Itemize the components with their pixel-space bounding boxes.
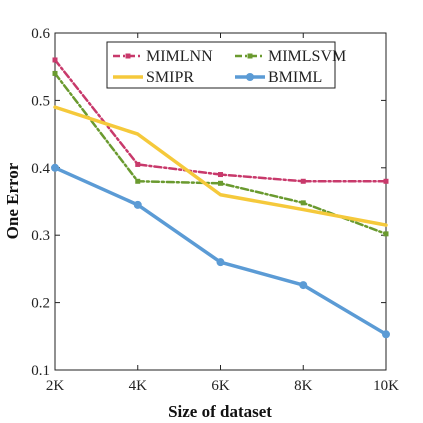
y-tick-label: 0.4	[31, 161, 50, 177]
y-tick-label: 0.6	[31, 26, 50, 42]
series-layer	[51, 57, 390, 339]
data-point-mimlnn	[135, 161, 141, 167]
plot-area	[54, 32, 387, 371]
data-point-mimlsvm	[218, 180, 223, 186]
data-point-bmiml	[382, 330, 390, 339]
data-point-mimlnn	[383, 178, 389, 184]
legend-marker-bmiml	[246, 73, 254, 81]
y-tick-label: 0.1	[31, 363, 50, 379]
legend-label-smipr: SMIPR	[146, 69, 194, 86]
legend-box	[106, 41, 336, 89]
y-tick-label: 0.5	[31, 93, 50, 109]
legend-label-bmiml: BMIML	[268, 69, 322, 86]
y-axis-title: One Error	[3, 162, 22, 239]
data-point-mimlnn	[218, 172, 223, 178]
axis-ticks: 0.1 0.2 0.3 0.4 0.5 0.6 2K 4K 6K 8K 10K	[31, 26, 399, 394]
legend-label-mimlsvm: MIMLSVM	[268, 48, 346, 65]
legend-marker-mimlnn	[125, 53, 131, 59]
x-tick-label: 6K	[211, 378, 230, 394]
data-point-bmiml	[216, 258, 225, 267]
x-tick-label: 10K	[373, 378, 399, 394]
data-point-bmiml	[133, 200, 142, 209]
y-tick-label: 0.2	[31, 296, 50, 312]
data-point-mimlsvm	[383, 231, 389, 237]
series-line-smipr	[53, 105, 388, 227]
data-point-mimlsvm	[135, 178, 141, 184]
legend-label-mimlnn: MIMLNN	[146, 48, 213, 65]
series-smipr	[53, 105, 388, 227]
x-tick-label: 4K	[129, 378, 148, 394]
data-point-mimlsvm	[300, 200, 306, 206]
legend-marker-mimlsvm	[247, 53, 253, 59]
x-tick-label: 8K	[294, 378, 313, 394]
series-mimlnn	[52, 57, 389, 184]
y-tick-label: 0.3	[31, 228, 50, 244]
data-point-mimlsvm	[52, 70, 58, 76]
data-point-mimlnn	[300, 178, 306, 184]
legend: MIMLNN MIMLSVM SMIPR BMIML	[106, 41, 346, 89]
x-tick-label: 2K	[46, 378, 65, 394]
data-point-bmiml	[299, 281, 308, 290]
x-axis-title: Size of dataset	[168, 402, 272, 421]
data-point-mimlnn	[52, 57, 58, 63]
series-bmiml	[51, 163, 390, 339]
data-point-bmiml	[51, 163, 59, 172]
